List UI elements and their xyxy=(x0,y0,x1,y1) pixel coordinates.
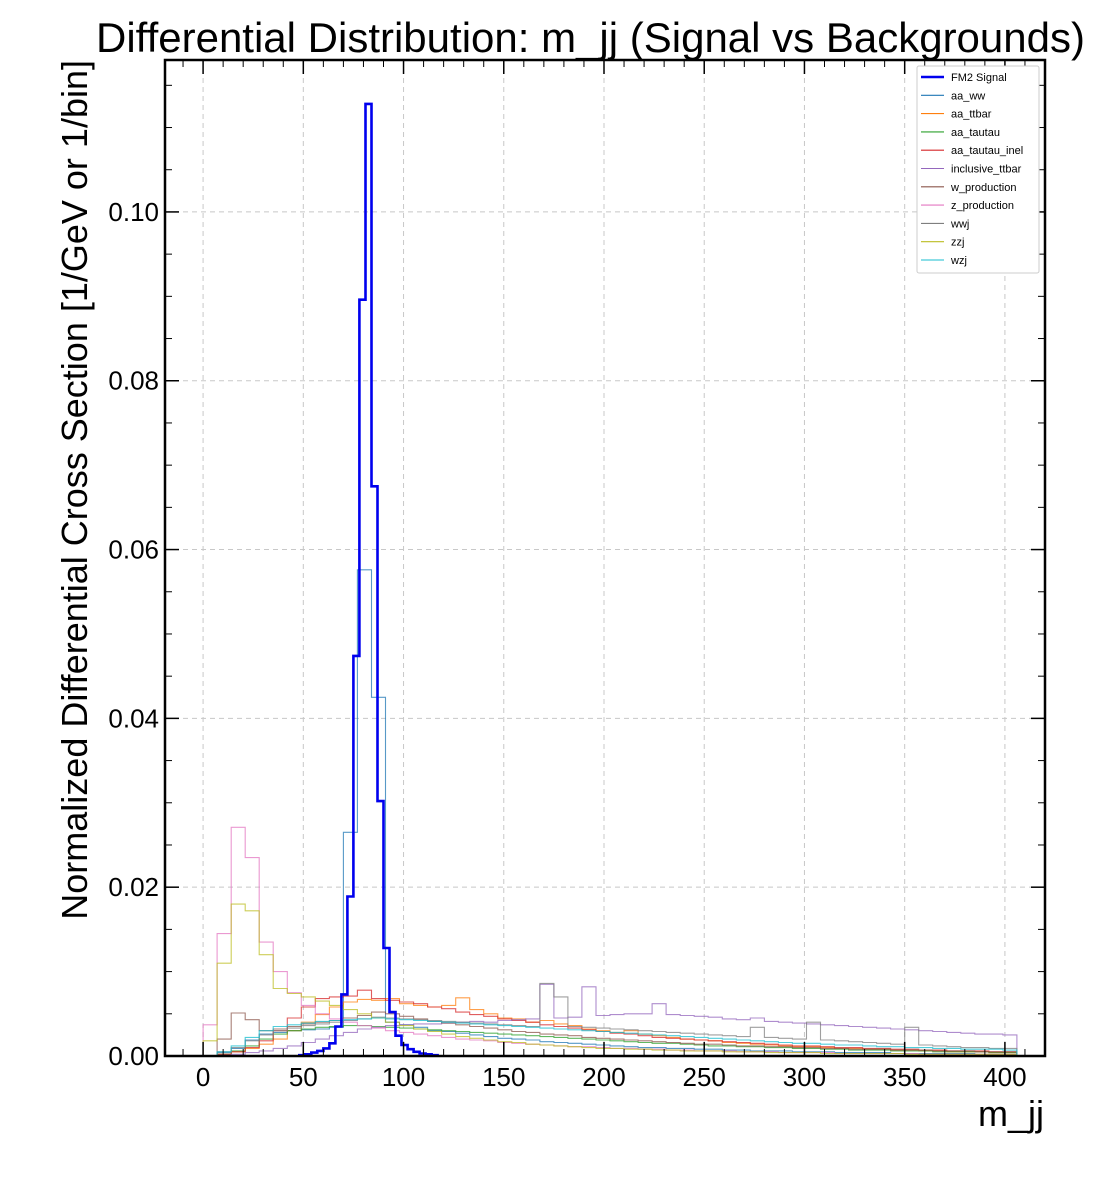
chart-title: Differential Distribution: m_jj (Signal … xyxy=(96,14,1085,61)
legend: FM2 Signal aa_ww aa_ttbar aa_tautau aa_tauta… xyxy=(916,65,1040,274)
y-tick-label: 0.06 xyxy=(108,535,159,565)
grid-lines xyxy=(165,60,1045,1056)
series-fm2-signal xyxy=(298,102,439,1057)
legend-label: FM2 Signal xyxy=(951,72,1007,84)
y-axis-label: Normalized Differential Cross Section [1… xyxy=(54,60,95,920)
series-wzj xyxy=(216,1017,1018,1056)
y-tick-label: 0.08 xyxy=(108,366,159,396)
legend-label: wzj xyxy=(950,255,967,267)
legend-box xyxy=(916,65,1040,274)
y-tick-label: 0.04 xyxy=(108,703,159,733)
plot-frame xyxy=(163,58,1047,1058)
x-tick-label: 300 xyxy=(783,1062,826,1092)
y-tick-label: 0.02 xyxy=(108,872,159,902)
x-tick-label: 400 xyxy=(983,1062,1026,1092)
y-tick-labels: 0.00 0.02 0.04 0.06 0.08 0.10 xyxy=(108,197,159,1071)
y-tick-label: 0.00 xyxy=(108,1041,159,1071)
legend-label: w_production xyxy=(950,182,1016,194)
series-aa-ww xyxy=(216,569,1018,1056)
x-tick-label: 50 xyxy=(289,1062,318,1092)
y-tick-label: 0.10 xyxy=(108,197,159,227)
legend-entries: FM2 Signal aa_ww aa_ttbar aa_tautau aa_tauta… xyxy=(921,72,1023,267)
series-zzj xyxy=(202,903,1018,1056)
series-aa-tautau xyxy=(216,1025,1018,1056)
legend-label: zzj xyxy=(951,237,964,249)
x-tick-label: 100 xyxy=(382,1062,425,1092)
axis-ticks xyxy=(165,60,1045,1057)
legend-label: wwj xyxy=(950,218,969,230)
legend-label: aa_ttbar xyxy=(951,109,992,121)
x-tick-label: 200 xyxy=(582,1062,625,1092)
legend-label: aa_ww xyxy=(951,90,985,102)
x-tick-label: 250 xyxy=(683,1062,726,1092)
x-tick-label: 350 xyxy=(883,1062,926,1092)
series-wwj xyxy=(216,982,1018,1056)
legend-label: z_production xyxy=(951,200,1014,212)
x-axis-label: m_jj xyxy=(978,1093,1044,1134)
x-tick-label: 0 xyxy=(196,1062,210,1092)
legend-label: aa_tautau xyxy=(951,127,1000,139)
x-tick-labels: 0 50 100 150 200 250 300 350 400 xyxy=(196,1062,1027,1092)
legend-label: inclusive_ttbar xyxy=(951,164,1022,176)
x-tick-label: 150 xyxy=(482,1062,525,1092)
series-inclusive-ttbar xyxy=(216,983,1018,1056)
legend-label: aa_tautau_inel xyxy=(951,145,1023,157)
series-layer xyxy=(202,102,1018,1057)
